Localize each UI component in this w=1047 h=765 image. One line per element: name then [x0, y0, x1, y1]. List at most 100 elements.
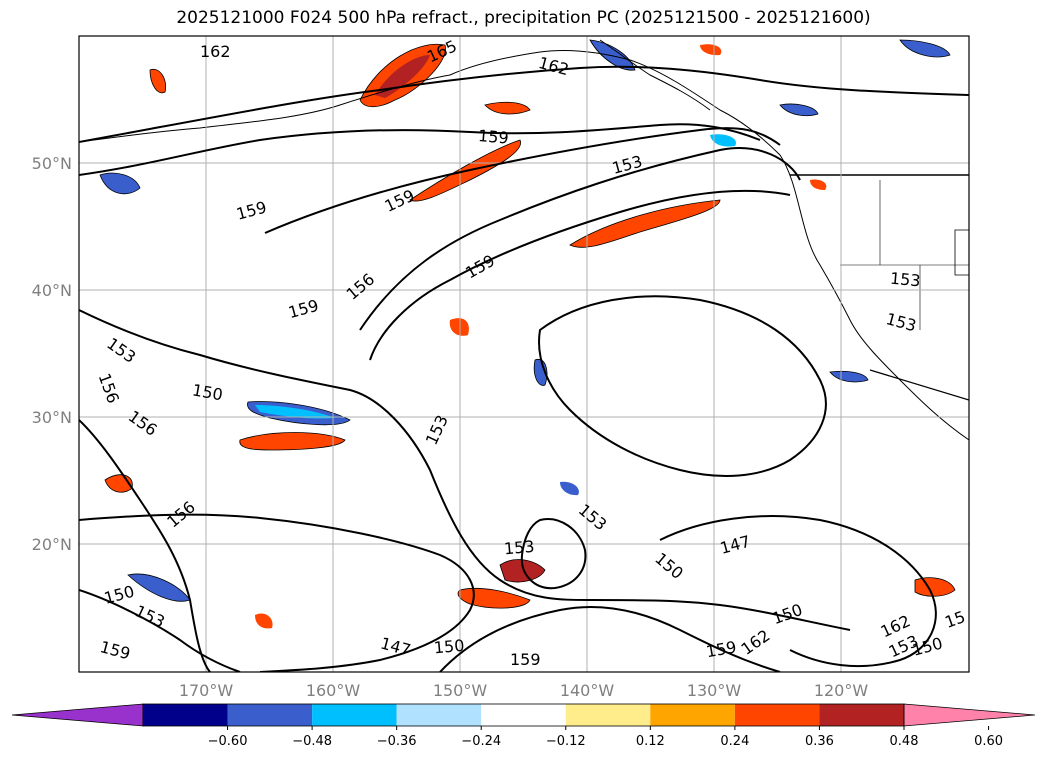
precip-negative-area	[899, 39, 951, 58]
contour-line	[79, 65, 969, 143]
colorbar-segment	[734, 704, 820, 726]
contour-label: 159	[234, 198, 268, 224]
precip-positive-area	[914, 577, 956, 597]
colorbar-tick-label: 0.48	[890, 734, 919, 749]
coastline	[79, 49, 969, 441]
contour-label: 156	[125, 407, 161, 440]
colorbar-tick-label: −0.60	[208, 734, 248, 749]
colorbar-segment	[565, 704, 651, 726]
contour-line	[264, 127, 781, 234]
precip-positive-area	[810, 179, 827, 190]
contour-label: 150	[651, 549, 687, 583]
contour-line	[439, 605, 781, 672]
contour-line	[79, 419, 211, 672]
colorbar-segment	[312, 704, 397, 726]
contour-label: 159	[704, 637, 737, 661]
contour-label: 162	[738, 626, 774, 659]
precip-positive-area	[239, 432, 346, 451]
precip-negative-area	[127, 573, 191, 602]
contour-label: 159	[462, 251, 498, 283]
colorbar-segment	[396, 704, 482, 726]
contour-line	[359, 147, 801, 331]
precip-positive-area	[449, 318, 469, 336]
colorbar-extend-left	[11, 703, 144, 727]
colorbar-segment	[650, 704, 735, 726]
contour-line	[520, 518, 587, 590]
latitude-label: 40°N	[32, 281, 72, 300]
precip-negative-area	[589, 39, 636, 71]
contour-line	[79, 123, 761, 176]
longitude-label: 170°W	[179, 681, 234, 700]
contour-label: 150	[433, 636, 465, 658]
contour-line	[659, 515, 937, 668]
plot-frame	[78, 35, 970, 673]
contour-label: 162	[200, 42, 231, 61]
contour-label: 150	[102, 582, 136, 608]
colorbar: −0.60 −0.48 −0.36 −0.24 −0.12 0.12 0.24 0.36 0.4…	[11, 703, 1036, 749]
coastline-layer	[79, 39, 969, 441]
contour-label: 153	[575, 500, 611, 534]
latitude-label: 20°N	[32, 535, 72, 554]
contour-label: 15	[942, 607, 968, 632]
contour-label: 153	[884, 309, 918, 335]
precip-positive-area	[255, 613, 273, 629]
contour-line	[369, 189, 791, 361]
border-line	[954, 229, 969, 276]
longitude-label: 130°W	[687, 681, 742, 700]
colorbar-tick-label: −0.48	[292, 734, 332, 749]
precip-negative-area	[710, 134, 736, 147]
contour-label: 162	[537, 53, 571, 79]
precip-negative-area	[99, 172, 141, 195]
latitude-label: 30°N	[32, 408, 72, 427]
contour-label: 147	[718, 532, 752, 558]
contour-line	[79, 513, 475, 672]
precip-negative-area	[779, 103, 819, 117]
colorbar-tick-label: −0.12	[546, 734, 586, 749]
precip-positive-area	[375, 55, 430, 98]
colorbar-segment	[481, 704, 566, 726]
precip-negative-area	[255, 405, 335, 419]
colorbar-extend-right	[903, 703, 1036, 727]
longitude-labels: 170°W 160°W 150°W 140°W 130°W 120°W	[179, 681, 869, 700]
contour-label: 147	[378, 633, 412, 659]
colorbar-segment	[143, 704, 228, 726]
longitude-label: 120°W	[814, 681, 869, 700]
longitude-label: 150°W	[433, 681, 488, 700]
colorbar-tick-label: −0.24	[461, 734, 501, 749]
contour-label: 159	[510, 650, 541, 669]
contour-label: 156	[95, 371, 123, 406]
contour-label: 153	[132, 601, 168, 631]
colorbar-segment	[227, 704, 313, 726]
precip-positive-area	[484, 101, 531, 115]
colorbar-tick-label: 0.36	[805, 734, 834, 749]
colorbar-tick-label: −0.36	[377, 734, 417, 749]
latitude-label: 50°N	[32, 154, 72, 173]
coastline	[599, 39, 711, 111]
colorbar-tick-label: 0.24	[720, 734, 749, 749]
contour-label: 156	[343, 270, 379, 304]
contour-label: 159	[286, 296, 320, 322]
map-title: 2025121000 F024 500 hPa refract., precip…	[176, 8, 871, 28]
border-line	[869, 369, 969, 401]
precip-positive-area	[700, 44, 722, 56]
colorbar-outline	[142, 703, 905, 727]
contour-layer	[79, 65, 969, 672]
contour-label: 153	[610, 152, 644, 178]
contour-line	[79, 589, 241, 672]
contour-line	[79, 309, 851, 631]
precip-positive-area	[149, 68, 167, 94]
contour-label: 153	[889, 269, 921, 291]
contour-label: 159	[98, 637, 132, 663]
latitude-labels: 50°N 40°N 30°N 20°N	[32, 154, 72, 554]
precip-positive-area	[499, 559, 546, 583]
contour-label: 150	[770, 600, 805, 628]
colorbar-segment	[819, 704, 904, 726]
contour-label: 159	[477, 126, 509, 148]
longitude-label: 140°W	[560, 681, 615, 700]
precip-negative-area	[560, 481, 579, 496]
precip-positive-area	[569, 199, 721, 248]
colorbar-tick-label: 0.12	[636, 734, 665, 749]
contour-label: 165	[424, 36, 460, 66]
colorbar-tick-label: 0.60	[974, 734, 1003, 749]
